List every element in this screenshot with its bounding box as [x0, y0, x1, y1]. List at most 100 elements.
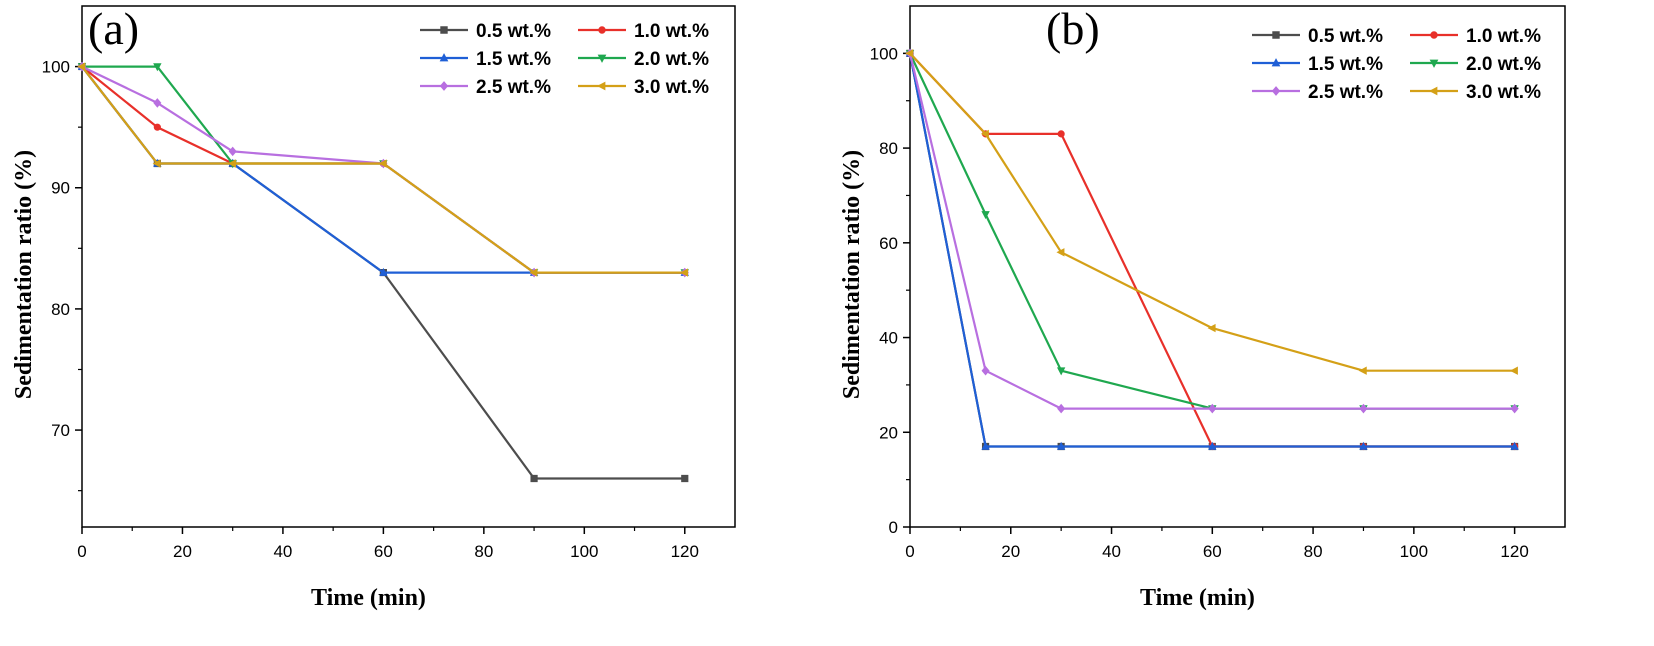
data-point — [1208, 403, 1217, 414]
x-tick-label: 0 — [77, 542, 86, 561]
legend-marker — [440, 26, 448, 34]
legend-label: 1.5 wt.% — [476, 49, 551, 70]
legend-marker — [598, 26, 606, 34]
legend-marker — [1271, 86, 1281, 96]
series-1 — [78, 63, 689, 277]
data-point — [77, 62, 86, 71]
legend-marker — [1429, 86, 1438, 96]
data-point — [1207, 323, 1216, 333]
x-tick-label: 40 — [273, 542, 292, 561]
data-point — [152, 159, 161, 168]
y-tick-label: 80 — [879, 139, 898, 158]
data-point — [529, 268, 538, 277]
data-point — [1510, 441, 1519, 450]
x-tick-label: 80 — [1304, 542, 1323, 561]
data-point — [1056, 367, 1066, 376]
series-0 — [906, 49, 1519, 451]
legend-label: 2.5 wt.% — [1308, 82, 1383, 103]
series-4 — [905, 48, 1519, 414]
data-point — [1359, 441, 1368, 450]
data-point — [905, 49, 914, 58]
series-3 — [905, 50, 1519, 414]
series-line — [81, 65, 685, 274]
legend-label: 1.0 wt.% — [1466, 26, 1541, 47]
legend: 0.5 wt.% 1.0 wt.% 1.5 wt.% 2.0 wt.% 2.5 wt.%… — [1252, 26, 1541, 103]
data-point — [1208, 441, 1217, 450]
y-axis-title: Sedimentation ratio (%) — [11, 150, 37, 399]
legend-label: 2.0 wt.% — [1466, 54, 1541, 75]
x-tick-label: 20 — [173, 542, 192, 561]
x-tick-label: 60 — [1203, 542, 1222, 561]
series-1 — [906, 49, 1519, 451]
data-point — [228, 146, 237, 157]
legend-label: 0.5 wt.% — [476, 21, 551, 42]
data-point — [153, 123, 161, 131]
y-axis-title: Sedimentation ratio (%) — [839, 150, 865, 399]
x-tick-label: 20 — [1001, 542, 1020, 561]
x-tick-label: 100 — [570, 542, 598, 561]
data-point — [227, 159, 236, 168]
x-tick-label: 40 — [1102, 542, 1121, 561]
x-tick-label: 60 — [374, 542, 393, 561]
y-tick-label: 40 — [879, 329, 898, 348]
legend-label: 3.0 wt.% — [634, 77, 709, 98]
data-point — [981, 211, 990, 220]
data-point — [1056, 441, 1066, 450]
y-tick-label: 80 — [51, 300, 70, 319]
series-line — [81, 65, 685, 274]
legend-label: 0.5 wt.% — [1308, 26, 1383, 47]
data-point — [981, 441, 990, 450]
legend-marker — [439, 81, 449, 91]
data-point — [1359, 403, 1368, 414]
legend-marker — [597, 54, 607, 63]
data-point — [980, 129, 989, 139]
series-line — [82, 65, 685, 274]
y-tick-label: 90 — [51, 179, 70, 198]
legend-marker — [1272, 31, 1280, 39]
series-5 — [77, 62, 689, 277]
plot-frame — [909, 5, 1566, 528]
legend-label: 1.5 wt.% — [1308, 54, 1383, 75]
panel-label: (b) — [1046, 3, 1100, 54]
series-4 — [77, 61, 689, 278]
data-point — [153, 63, 162, 72]
y-tick-label: 20 — [879, 423, 898, 442]
data-point — [1057, 403, 1066, 414]
series-line — [909, 52, 1515, 372]
legend-marker — [1271, 58, 1281, 67]
y-tick-label: 100 — [42, 58, 70, 77]
x-tick-label: 0 — [905, 542, 914, 561]
data-point — [680, 268, 689, 277]
legend-label: 3.0 wt.% — [1466, 82, 1541, 103]
data-point — [530, 474, 538, 483]
series-line — [909, 52, 1515, 410]
series-line — [908, 53, 1515, 410]
legend-marker — [1429, 59, 1439, 68]
data-point — [981, 365, 990, 376]
legend-label: 2.0 wt.% — [634, 49, 709, 70]
data-point — [153, 98, 162, 108]
series-line — [909, 52, 1515, 448]
x-tick-label: 120 — [671, 542, 699, 561]
x-tick-label: 120 — [1500, 542, 1528, 561]
y-tick-label: 60 — [879, 234, 898, 253]
series-line — [81, 65, 685, 274]
panel-label: (a) — [88, 3, 139, 54]
data-point — [1057, 130, 1065, 138]
x-tick-label: 100 — [1400, 542, 1428, 561]
y-tick-label: 0 — [889, 518, 898, 537]
legend-marker — [1430, 31, 1438, 39]
data-point — [379, 267, 388, 276]
series-3 — [77, 63, 689, 278]
x-axis-title: Time (min) — [1140, 585, 1255, 611]
y-tick-label: 100 — [870, 44, 898, 63]
x-tick-label: 80 — [474, 542, 493, 561]
data-point — [1358, 366, 1367, 375]
legend-marker — [439, 53, 449, 62]
series-5 — [905, 49, 1518, 375]
panel-a: 0 20 40 60 80 100 120 70 80 90 100 Time (min) Sedime… — [11, 3, 736, 611]
legend: 0.5 wt.% 1.0 wt.% 1.5 wt.% 2.0 wt.% 2.5 wt.%… — [420, 21, 709, 98]
data-point — [681, 474, 689, 483]
legend-label: 2.5 wt.% — [476, 77, 551, 98]
